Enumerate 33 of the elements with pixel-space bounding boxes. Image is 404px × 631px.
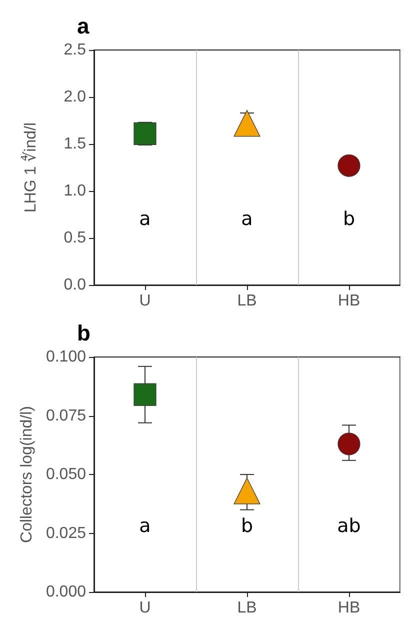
y-axis-title: Collectors log(ind/l)	[18, 406, 36, 543]
chart-title: b	[77, 320, 90, 346]
point	[134, 122, 156, 145]
x-tick-label: LB	[237, 292, 257, 310]
y-tick-label: 1.0	[64, 182, 86, 200]
annotation: b	[240, 515, 254, 538]
point	[338, 154, 360, 177]
y-tick-label: 0.050	[46, 466, 86, 483]
x-tick-label: U	[139, 600, 151, 616]
point	[338, 432, 360, 456]
x-tick-label: U	[139, 292, 151, 310]
chart-title: a	[77, 14, 90, 38]
y-axis-title: LHG 1 ∜ind/l	[20, 122, 40, 213]
y-tick-label: 2.0	[64, 88, 86, 106]
annotation: b	[342, 208, 356, 230]
point	[234, 110, 260, 137]
y-tick-label: 0.075	[46, 407, 86, 424]
y-tick-label: 0.025	[46, 524, 86, 542]
y-tick-label: 0.000	[46, 584, 86, 600]
point	[134, 383, 156, 406]
x-tick-label: HB	[338, 600, 360, 616]
annotation: ab	[337, 515, 361, 538]
y-tick-label: 1.5	[64, 136, 86, 152]
annotation: a	[241, 208, 253, 230]
y-tick-label: 0.100	[46, 348, 86, 366]
y-tick-label: 0.0	[64, 276, 86, 294]
x-tick-label: LB	[237, 600, 257, 616]
annotation: a	[139, 208, 151, 230]
y-tick-label: 2.5	[64, 42, 86, 58]
point	[234, 478, 260, 504]
annotation: a	[139, 515, 151, 538]
y-tick-label: 0.5	[64, 230, 86, 246]
x-tick-label: HB	[338, 292, 360, 310]
